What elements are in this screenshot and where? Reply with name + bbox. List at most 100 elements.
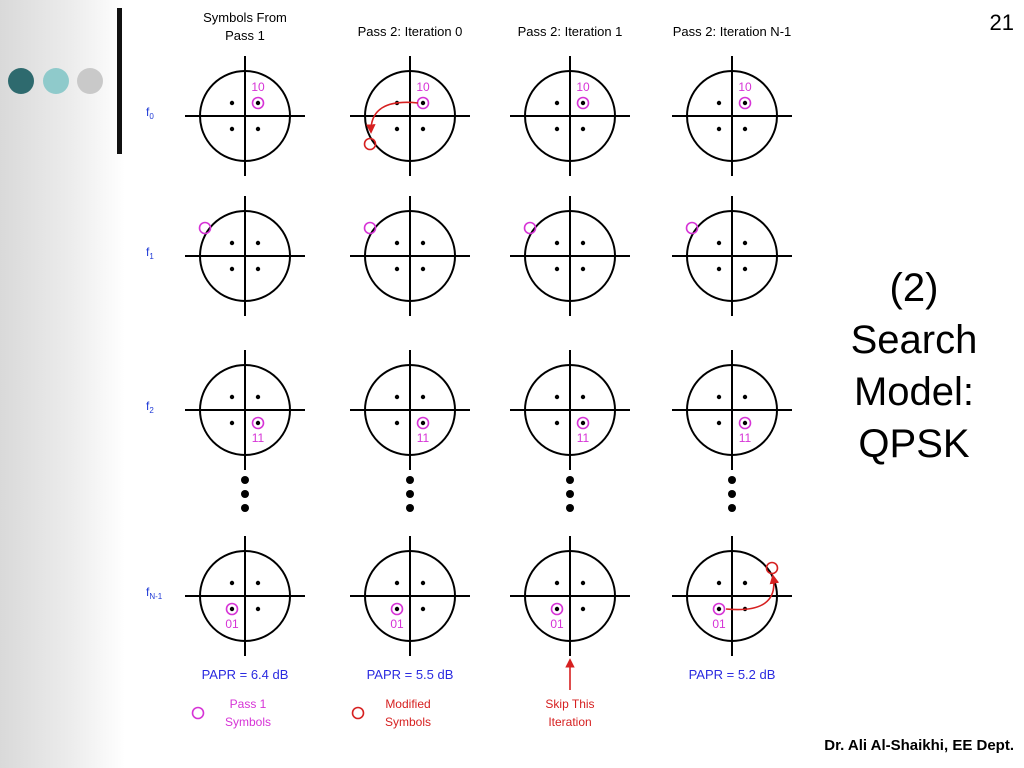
- pass1-symbol-ring: [390, 602, 404, 616]
- constellation-point: [229, 266, 235, 272]
- footer-author: Dr. Ali Al-Shaikhi, EE Dept.: [824, 737, 1014, 754]
- qpsk-constellation: [510, 196, 630, 316]
- column-titles: Symbols From Pass 1 Pass 2: Iteration 0 Pas…: [203, 10, 791, 43]
- constellation-point: [742, 394, 748, 400]
- constellation-point: [716, 394, 722, 400]
- ellipsis-dot: [566, 476, 574, 484]
- qpsk-constellation: 01: [672, 536, 792, 656]
- decor-dot-dark: [8, 68, 34, 94]
- column-title: Pass 1: [225, 28, 265, 43]
- constellation-point: [229, 394, 235, 400]
- title-line-2: Search: [850, 318, 978, 362]
- pass1-symbol-ring: [251, 416, 265, 430]
- title-line-1: (2): [889, 266, 939, 310]
- constellation-point: [394, 266, 400, 272]
- constellation-point: [554, 126, 560, 132]
- constellation-point: [394, 240, 400, 246]
- qpsk-constellation: [672, 196, 792, 316]
- pass1-symbol-outer-ring: [685, 221, 699, 235]
- symbol-bit-label: 11: [577, 431, 590, 445]
- legend-modified-text: Modified: [385, 697, 430, 711]
- qpsk-constellation: [185, 196, 305, 316]
- legend-modified-text: Symbols: [385, 715, 431, 729]
- pass1-symbol-ring: [251, 96, 265, 110]
- constellation-point: [554, 606, 560, 612]
- symbol-bit-label: 01: [225, 617, 239, 631]
- constellation-point: [394, 580, 400, 586]
- ellipsis-dot: [241, 490, 249, 498]
- symbol-bit-label: 11: [739, 431, 752, 445]
- constellation-point: [580, 266, 586, 272]
- legend-pass1-marker: [191, 706, 205, 720]
- constellation-point: [420, 420, 426, 426]
- constellation-point: [554, 240, 560, 246]
- constellation-point: [716, 126, 722, 132]
- decor-dot-light: [43, 68, 69, 94]
- symbol-bit-label: 01: [712, 617, 726, 631]
- constellation-point: [580, 126, 586, 132]
- ellipsis-dot: [728, 504, 736, 512]
- constellation-point: [554, 266, 560, 272]
- row-label: fN-1: [146, 585, 163, 601]
- ellipsis-dot: [566, 490, 574, 498]
- constellation-point: [580, 394, 586, 400]
- qpsk-constellation: 11: [510, 350, 630, 470]
- legend-modified-marker: [351, 706, 365, 720]
- column-title: Symbols From: [203, 10, 287, 25]
- constellation-point: [229, 580, 235, 586]
- constellation-point: [554, 420, 560, 426]
- constellation-point: [255, 394, 261, 400]
- constellation-point: [229, 606, 235, 612]
- papr-values: PAPR = 6.4 dB PAPR = 5.5 dB PAPR = 5.2 dB: [202, 667, 776, 682]
- qpsk-constellation: 01: [510, 536, 630, 656]
- constellation-point: [716, 100, 722, 106]
- decor-dot-gray: [77, 68, 103, 94]
- constellation-point: [420, 266, 426, 272]
- pass1-symbol-ring: [738, 416, 752, 430]
- symbol-bit-label: 01: [550, 617, 564, 631]
- constellation-point: [580, 420, 586, 426]
- constellation-point: [420, 100, 426, 106]
- constellation-diagram: Symbols From Pass 1 Pass 2: Iteration 0 Pas…: [146, 10, 792, 729]
- qpsk-constellation: 11: [672, 350, 792, 470]
- legend: Pass 1 Symbols Modified Symbols Skip This Ite…: [191, 658, 595, 729]
- modification-arrow: [725, 574, 780, 611]
- constellation-point: [716, 580, 722, 586]
- constellation-point: [255, 420, 261, 426]
- constellation-point: [394, 606, 400, 612]
- row-label-subscript: 2: [149, 406, 154, 415]
- constellation-point: [716, 420, 722, 426]
- pass1-symbol-ring: [576, 96, 590, 110]
- constellation-point: [255, 606, 261, 612]
- constellation-point: [742, 240, 748, 246]
- pass1-symbol-ring: [576, 416, 590, 430]
- pass1-symbol-ring: [738, 96, 752, 110]
- modified-symbol-ring: [363, 137, 377, 151]
- constellation-grid: 10 10 10 10 11 11 11 11 01 01 01 01: [185, 56, 792, 656]
- row-labels: f0 f1 f2 fN-1: [146, 105, 163, 601]
- modification-arrow: [365, 101, 419, 134]
- papr-value: PAPR = 5.2 dB: [689, 667, 776, 682]
- constellation-point: [580, 240, 586, 246]
- constellation-point: [255, 266, 261, 272]
- pass1-symbol-ring: [225, 602, 239, 616]
- pass1-symbol-outer-ring: [523, 221, 537, 235]
- constellation-point: [255, 240, 261, 246]
- row-label-subscript: 1: [149, 252, 154, 261]
- decor-vertical-bar: [117, 8, 122, 154]
- symbol-bit-label: 01: [390, 617, 404, 631]
- ellipsis-dot: [728, 476, 736, 484]
- qpsk-constellation: 01: [350, 536, 470, 656]
- constellation-point: [394, 126, 400, 132]
- ellipsis-dot: [406, 504, 414, 512]
- constellation-point: [229, 240, 235, 246]
- constellation-point: [229, 100, 235, 106]
- constellation-point: [742, 580, 748, 586]
- symbol-bit-label: 11: [417, 431, 430, 445]
- modified-symbol-ring: [765, 561, 779, 575]
- constellation-point: [394, 394, 400, 400]
- title-line-3: Model:: [853, 370, 975, 414]
- constellation-point: [420, 606, 426, 612]
- papr-value: PAPR = 6.4 dB: [202, 667, 289, 682]
